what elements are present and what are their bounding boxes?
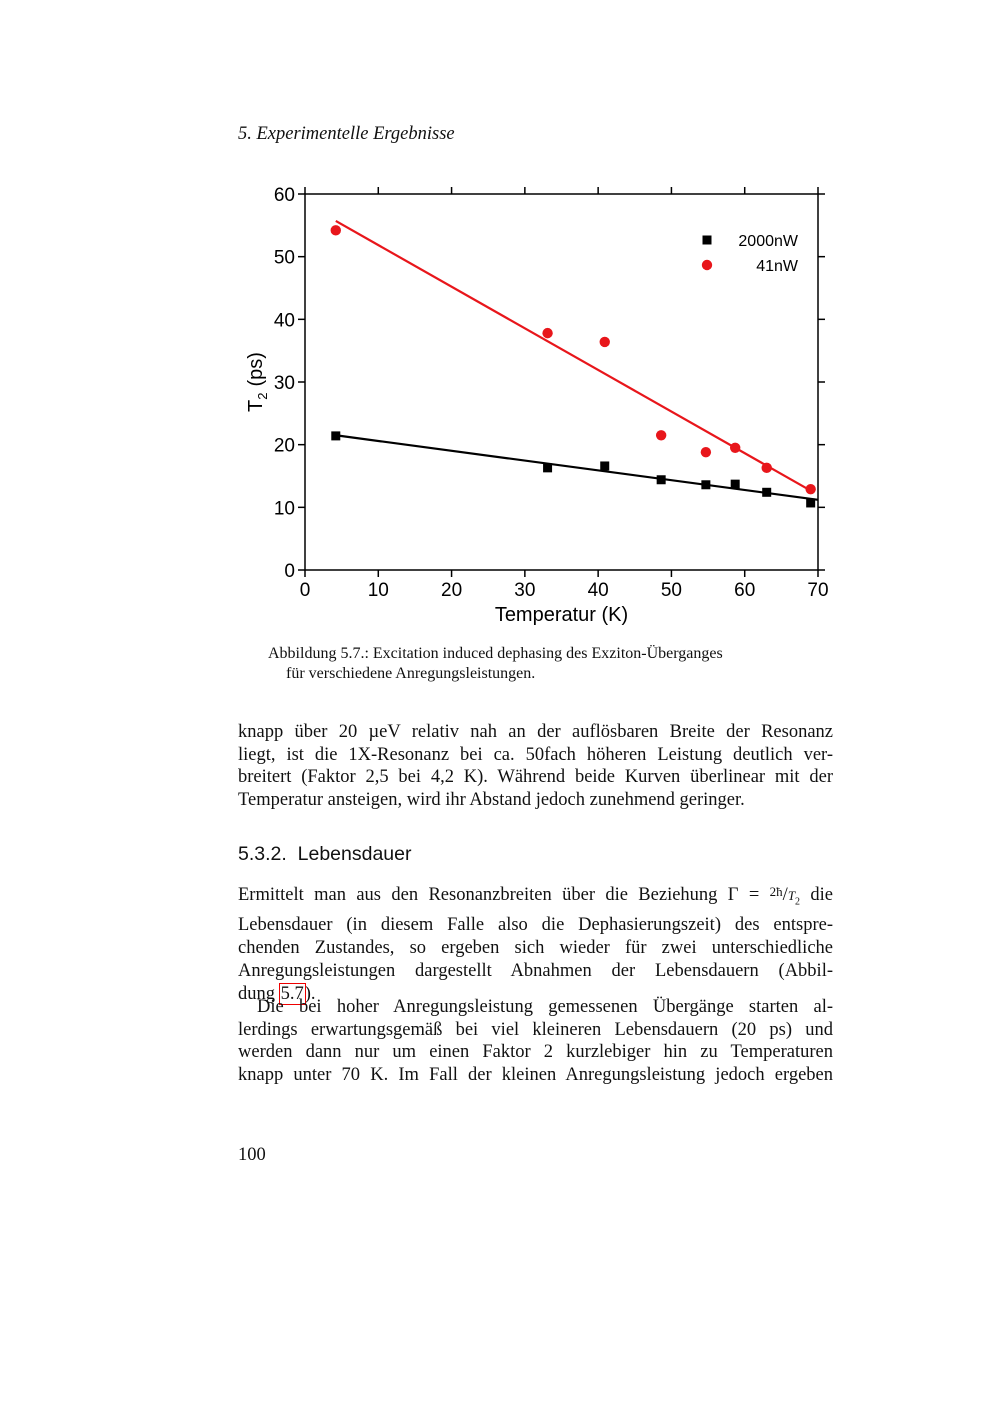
x-axis-label: Temperatur (K) bbox=[495, 604, 628, 626]
data-point bbox=[700, 446, 712, 458]
text-line: Ermittelt man aus den Resonanzbreiten üb… bbox=[238, 881, 833, 914]
text-line: lerdings erwartungsgemäß bei viel kleine… bbox=[238, 1019, 833, 1040]
caption-label: Abbildung 5.7.: bbox=[268, 645, 369, 662]
legend-marker bbox=[702, 235, 712, 245]
y-tick-label: 30 bbox=[274, 373, 295, 394]
y-axis-label: T2 (ps) bbox=[245, 352, 270, 412]
chart: 0 10 20 30 40 50 60 70 0 10 20 30 40 50 60 Temperatur (… bbox=[245, 185, 829, 626]
x-tick-label: 60 bbox=[734, 580, 755, 601]
data-point bbox=[656, 475, 666, 485]
paragraph: Die bei hoher Anregungsleistung gemessen… bbox=[238, 996, 833, 1087]
text: ). bbox=[304, 983, 316, 1004]
data-point bbox=[599, 336, 610, 348]
text-line: breitert (Faktor 2,5 bei 4,2 K). Während… bbox=[238, 767, 833, 788]
text-line: liegt, ist die 1X-Resonanz bei ca. 50fac… bbox=[238, 744, 833, 765]
section-number: 5.3.2. bbox=[238, 843, 287, 865]
formula: 2ħ bbox=[769, 884, 783, 899]
data-point bbox=[729, 442, 741, 453]
paragraph: Ermittelt man aus den Resonanzbreiten üb… bbox=[238, 881, 833, 1005]
fit-line bbox=[335, 219, 812, 492]
x-tick-label: 70 bbox=[807, 580, 828, 601]
formula: T bbox=[787, 888, 796, 903]
section-heading: 5.3.2. Lebensdauer bbox=[238, 843, 412, 866]
text-line: dung 5.7). bbox=[238, 982, 833, 1006]
y-tick-label: 40 bbox=[274, 310, 295, 331]
data-point bbox=[806, 498, 816, 508]
y-axis-label: T bbox=[245, 400, 267, 412]
text: dung bbox=[238, 983, 275, 1004]
x-tick-label: 10 bbox=[368, 580, 389, 601]
text-line: knapp über 20 µeV relativ nah an der auf… bbox=[238, 722, 833, 742]
text-line: knapp unter 70 K. Im Fall der kleinen An… bbox=[238, 1065, 833, 1086]
caption: Abbildung 5.7.: Excitation induced depha… bbox=[268, 644, 723, 683]
data-point bbox=[761, 462, 772, 474]
text-line: Anregungsleistungen dargestellt Abnahmen… bbox=[238, 960, 833, 981]
text-line: Lebensdauer (in diesem Falle also die De… bbox=[238, 915, 833, 936]
plot-frame bbox=[304, 193, 819, 571]
data-point bbox=[805, 483, 816, 495]
data-point bbox=[600, 461, 610, 471]
paragraph: knapp über 20 µeV relativ nah an der auf… bbox=[238, 721, 833, 812]
data-point bbox=[701, 480, 711, 490]
x-tick-label: 40 bbox=[588, 580, 609, 601]
data-point bbox=[542, 327, 553, 339]
formula: / bbox=[782, 885, 788, 905]
legend-label: 41nW bbox=[756, 258, 799, 275]
text-line: Temperatur ansteigen, wird ihr Abstand j… bbox=[238, 790, 745, 811]
data-point bbox=[331, 431, 341, 441]
text-line: werden dann nur um einen Faktor 2 kurzle… bbox=[238, 1042, 833, 1063]
legend-marker bbox=[701, 259, 713, 271]
page-number: 100 bbox=[238, 1145, 266, 1165]
caption-text: für verschiedene Anregungsleistungen. bbox=[286, 664, 536, 682]
y-tick-label: 0 bbox=[284, 561, 295, 582]
x-tick-label: 0 bbox=[300, 580, 311, 601]
figure-link[interactable]: 5.7 bbox=[278, 982, 306, 1005]
legend-label: 2000nW bbox=[738, 233, 798, 250]
text: Ermittelt man aus den Resonanzbreiten üb… bbox=[238, 885, 760, 905]
y-axis-label: 2 bbox=[255, 393, 270, 400]
y-axis-label: (ps) bbox=[245, 352, 267, 386]
text-line: Die bei hoher Anregungsleistung gemessen… bbox=[257, 997, 833, 1017]
data-point bbox=[543, 463, 553, 473]
caption-text: Excitation induced dephasing des Exziton… bbox=[372, 645, 723, 662]
x-tick-label: 30 bbox=[514, 580, 535, 601]
text-line: chenden Zustandes, so ergeben sich wiede… bbox=[238, 938, 833, 959]
section-title: Lebensdauer bbox=[297, 843, 412, 865]
x-tick-label: 20 bbox=[441, 580, 462, 601]
x-tick-label: 50 bbox=[661, 580, 682, 601]
formula: 2 bbox=[795, 896, 801, 908]
text: die bbox=[810, 885, 834, 905]
data-point bbox=[655, 430, 667, 441]
data-point bbox=[330, 225, 341, 236]
y-tick-label: 10 bbox=[274, 498, 295, 519]
data-point bbox=[730, 479, 740, 489]
fit-line bbox=[335, 434, 819, 501]
y-tick-label: 20 bbox=[274, 436, 295, 457]
y-tick-label: 60 bbox=[274, 185, 295, 206]
y-tick-label: 50 bbox=[274, 248, 295, 269]
running-header: 5. Experimentelle Ergebnisse bbox=[238, 124, 455, 144]
data-point bbox=[762, 487, 772, 497]
